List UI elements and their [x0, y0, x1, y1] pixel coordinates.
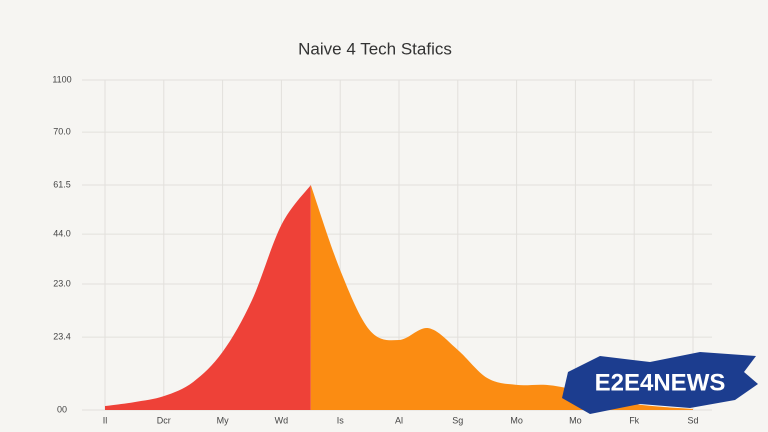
x-tick-label: Wd — [275, 415, 289, 425]
x-tick-label: Mo — [510, 415, 523, 425]
watermark-shape — [562, 352, 758, 414]
x-tick-label: Sg — [452, 415, 463, 425]
watermark-badge: E2E4NEWS — [562, 352, 758, 414]
y-tick-label: 61.5 — [53, 179, 71, 189]
x-tick-label: Fk — [629, 415, 639, 425]
chart-title: Naive 4 Tech Stafics — [298, 39, 452, 58]
x-tick-label: Is — [337, 415, 345, 425]
x-tick-label: Al — [395, 415, 403, 425]
x-tick-label: Sd — [687, 415, 698, 425]
y-tick-label: 23.4 — [53, 331, 71, 341]
area — [105, 184, 311, 410]
x-tick-label: My — [217, 415, 229, 425]
x-tick-label: Mo — [569, 415, 582, 425]
x-tick-label: Dcr — [157, 415, 171, 425]
x-tick-label: Il — [103, 415, 108, 425]
y-tick-label: 70.0 — [53, 127, 71, 137]
y-tick-label: 00 — [57, 404, 67, 414]
y-tick-label: 44.0 — [53, 228, 71, 238]
y-tick-label: 1100 — [52, 74, 71, 84]
area — [310, 184, 693, 410]
y-tick-label: 23.0 — [53, 278, 71, 288]
watermark: E2E4NEWS — [595, 369, 726, 396]
